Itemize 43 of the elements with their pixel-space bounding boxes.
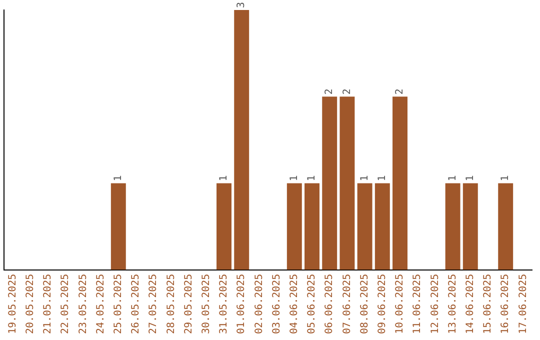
x-tick-label: 08.06.2025 [359,274,370,334]
x-tick-label: 01.06.2025 [236,274,248,334]
x-tick-label: 02.06.2025 [254,274,265,334]
data-label: 1 [306,175,318,182]
data-label: 1 [500,175,512,182]
data-label: 2 [342,88,353,95]
x-tick-label: 05.06.2025 [306,274,318,334]
x-tick-label: 21.05.2025 [42,274,54,334]
x-tick-label: 17.06.2025 [518,274,529,334]
x-tick-label: 24.05.2025 [95,274,106,334]
x-tick-label: 10.06.2025 [394,274,406,334]
data-label: 2 [324,88,336,95]
x-tick-label: 23.05.2025 [78,274,89,334]
data-label: 1 [464,175,476,182]
x-tick-label: 29.05.2025 [183,274,194,334]
x-tick-label: 16.06.2025 [500,274,512,334]
x-tick-label: 04.06.2025 [288,274,300,334]
data-label: 1 [218,175,230,182]
data-label: 2 [394,88,406,95]
data-label: 1 [359,175,370,182]
x-tick-label: 06.06.2025 [324,274,336,334]
x-tick-label: 27.05.2025 [148,274,160,334]
x-tick-label: 28.05.2025 [166,274,177,334]
x-tick-label: 14.06.2025 [464,274,476,334]
x-tick-label: 09.06.2025 [376,274,388,334]
data-label: 1 [288,175,300,182]
x-tick-label: 31.05.2025 [218,274,230,334]
x-tick-label: 11.06.2025 [412,274,424,334]
x-tick-label: 15.06.2025 [482,274,494,334]
x-tick-label: 30.05.2025 [200,274,212,334]
x-tick-label: 03.06.2025 [271,274,282,334]
x-tick-label: 13.06.2025 [447,274,458,334]
data-label: 1 [112,175,124,182]
x-tick-label: 19.05.2025 [7,274,18,334]
x-tick-label: 12.06.2025 [430,274,441,334]
data-label: 3 [236,2,248,8]
data-label: 1 [376,175,388,182]
x-tick-label: 20.05.2025 [24,274,36,334]
x-tick-label: 25.05.2025 [112,274,124,334]
data-label: 1 [447,175,458,182]
x-tick-label: 07.06.2025 [342,274,353,334]
x-tick-label: 22.05.2025 [60,274,72,334]
x-tick-label: 26.05.2025 [130,274,142,334]
